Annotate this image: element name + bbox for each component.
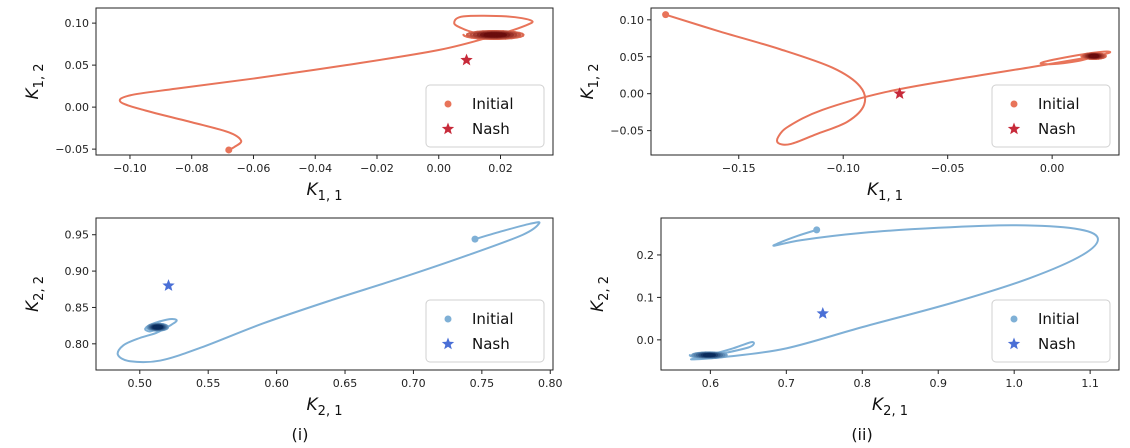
y-tick-label: 0.85 bbox=[65, 301, 90, 314]
y-tick-label: 0.95 bbox=[65, 229, 90, 242]
x-tick-label: −0.06 bbox=[237, 162, 271, 175]
x-tick-label: 0.9 bbox=[929, 377, 947, 390]
legend-nash-marker bbox=[1007, 337, 1021, 350]
legend-initial-label: Initial bbox=[472, 95, 514, 113]
trajectory-line bbox=[664, 13, 1112, 146]
plot-frame bbox=[660, 217, 1120, 371]
nash-point bbox=[816, 307, 829, 319]
nash-point bbox=[893, 87, 906, 99]
y-tick-label: 0.05 bbox=[65, 59, 90, 72]
y-axis-label: K2, 2 bbox=[23, 276, 47, 312]
x-tick-label: 0.65 bbox=[333, 377, 358, 390]
x-tick-label: −0.02 bbox=[360, 162, 394, 175]
x-tick-label: −0.10 bbox=[826, 162, 860, 175]
x-tick-label: 0.75 bbox=[470, 377, 495, 390]
y-tick-label: 0.00 bbox=[65, 101, 90, 114]
y-axis-label: K1, 2 bbox=[578, 64, 602, 100]
initial-point bbox=[813, 226, 821, 234]
x-tick-label: 0.55 bbox=[196, 377, 221, 390]
x-tick-label: −0.04 bbox=[298, 162, 332, 175]
x-tick-label: 0.02 bbox=[488, 162, 513, 175]
chart-panel-ii-top: −0.15 −0.10 −0.05 0.00 −0.05 0.00 0.05 0.10 K1, … bbox=[578, 7, 1120, 204]
trajectory-line bbox=[116, 221, 541, 364]
chart-panel-i-top: −0.10 −0.08 −0.06 −0.04 −0.02 0.00 0.02 −0.05 0.… bbox=[23, 7, 554, 204]
legend-nash-label: Nash bbox=[472, 335, 510, 353]
trajectory-line bbox=[118, 14, 534, 151]
legend: Initial Nash bbox=[425, 299, 545, 363]
y-tick-label: 0.90 bbox=[65, 265, 90, 278]
x-tick-label: −0.08 bbox=[175, 162, 209, 175]
trajectory bbox=[688, 224, 1099, 361]
y-tick-label: −0.05 bbox=[55, 143, 89, 156]
trajectory bbox=[664, 13, 1112, 146]
legend-box bbox=[425, 84, 545, 148]
legend: Initial Nash bbox=[991, 299, 1111, 363]
y-tick-label: 0.2 bbox=[637, 249, 655, 262]
initial-point bbox=[471, 235, 479, 243]
plot-frame bbox=[95, 217, 554, 371]
caption-i: (i) bbox=[292, 425, 309, 444]
x-tick-label: 0.50 bbox=[128, 377, 153, 390]
caption-ii: (ii) bbox=[851, 425, 872, 444]
y-tick-label: 0.1 bbox=[637, 291, 655, 304]
chart-panel-i-bottom: 0.50 0.55 0.60 0.65 0.70 0.75 0.80 0.80 0.85 0.90… bbox=[23, 217, 563, 419]
x-tick-label: 0.7 bbox=[778, 377, 796, 390]
x-tick-label: 0.60 bbox=[264, 377, 289, 390]
plot-frame bbox=[95, 7, 554, 156]
y-tick-label: 0.00 bbox=[620, 88, 645, 101]
y-tick-label: 0.10 bbox=[620, 14, 645, 27]
legend-nash-label: Nash bbox=[1038, 120, 1076, 138]
x-tick-label: −0.05 bbox=[931, 162, 965, 175]
x-tick-label: −0.10 bbox=[113, 162, 147, 175]
legend-initial-label: Initial bbox=[1038, 310, 1080, 328]
legend-initial-label: Initial bbox=[1038, 95, 1080, 113]
legend-nash-label: Nash bbox=[472, 120, 510, 138]
y-tick-label: 0.10 bbox=[65, 17, 90, 30]
x-tick-label: 0.6 bbox=[702, 377, 720, 390]
legend-box bbox=[991, 84, 1111, 148]
legend-nash-label: Nash bbox=[1038, 335, 1076, 353]
y-tick-label: 0.0 bbox=[637, 334, 655, 347]
legend-nash-marker bbox=[441, 337, 455, 350]
legend-nash-marker bbox=[441, 122, 455, 135]
x-tick-label: 1.1 bbox=[1081, 377, 1099, 390]
x-tick-label: −0.15 bbox=[722, 162, 756, 175]
x-tick-label: 1.0 bbox=[1005, 377, 1023, 390]
y-axis-label: K1, 2 bbox=[23, 64, 47, 100]
initial-point bbox=[225, 146, 233, 154]
x-tick-label: 0.80 bbox=[538, 377, 563, 390]
trajectory bbox=[118, 14, 534, 151]
legend-initial-marker bbox=[444, 100, 452, 108]
y-tick-label: 0.05 bbox=[620, 51, 645, 64]
x-tick-label: 0.00 bbox=[1040, 162, 1065, 175]
y-tick-label: 0.80 bbox=[65, 338, 90, 351]
x-tick-label: 0.8 bbox=[854, 377, 872, 390]
legend: Initial Nash bbox=[425, 84, 545, 148]
nash-point bbox=[460, 53, 473, 66]
y-tick-label: −0.05 bbox=[610, 125, 644, 138]
legend-initial-marker bbox=[1010, 315, 1018, 323]
legend-initial-marker bbox=[1010, 100, 1018, 108]
legend-box bbox=[991, 299, 1111, 363]
x-tick-label: 0.00 bbox=[427, 162, 452, 175]
x-axis-label: K2, 1 bbox=[872, 395, 908, 419]
x-axis-label: K1, 1 bbox=[867, 180, 903, 204]
trajectory bbox=[116, 221, 541, 364]
x-axis-label: K2, 1 bbox=[307, 395, 343, 419]
trajectory-line bbox=[690, 224, 1099, 361]
chart-panel-ii-bottom: 0.6 0.7 0.8 0.9 1.0 1.1 0.0 0.1 0.2 K2, 1 K2, 2 Ini… bbox=[588, 217, 1120, 419]
nash-point bbox=[162, 279, 175, 291]
y-axis-label: K2, 2 bbox=[588, 276, 612, 312]
legend-initial-marker bbox=[444, 315, 452, 323]
x-axis-label: K1, 1 bbox=[307, 180, 343, 204]
legend-box bbox=[425, 299, 545, 363]
legend: Initial Nash bbox=[991, 84, 1111, 148]
plot-frame bbox=[650, 7, 1120, 156]
initial-point bbox=[662, 11, 670, 19]
legend-initial-label: Initial bbox=[472, 310, 514, 328]
legend-nash-marker bbox=[1007, 122, 1021, 135]
x-tick-label: 0.70 bbox=[401, 377, 426, 390]
